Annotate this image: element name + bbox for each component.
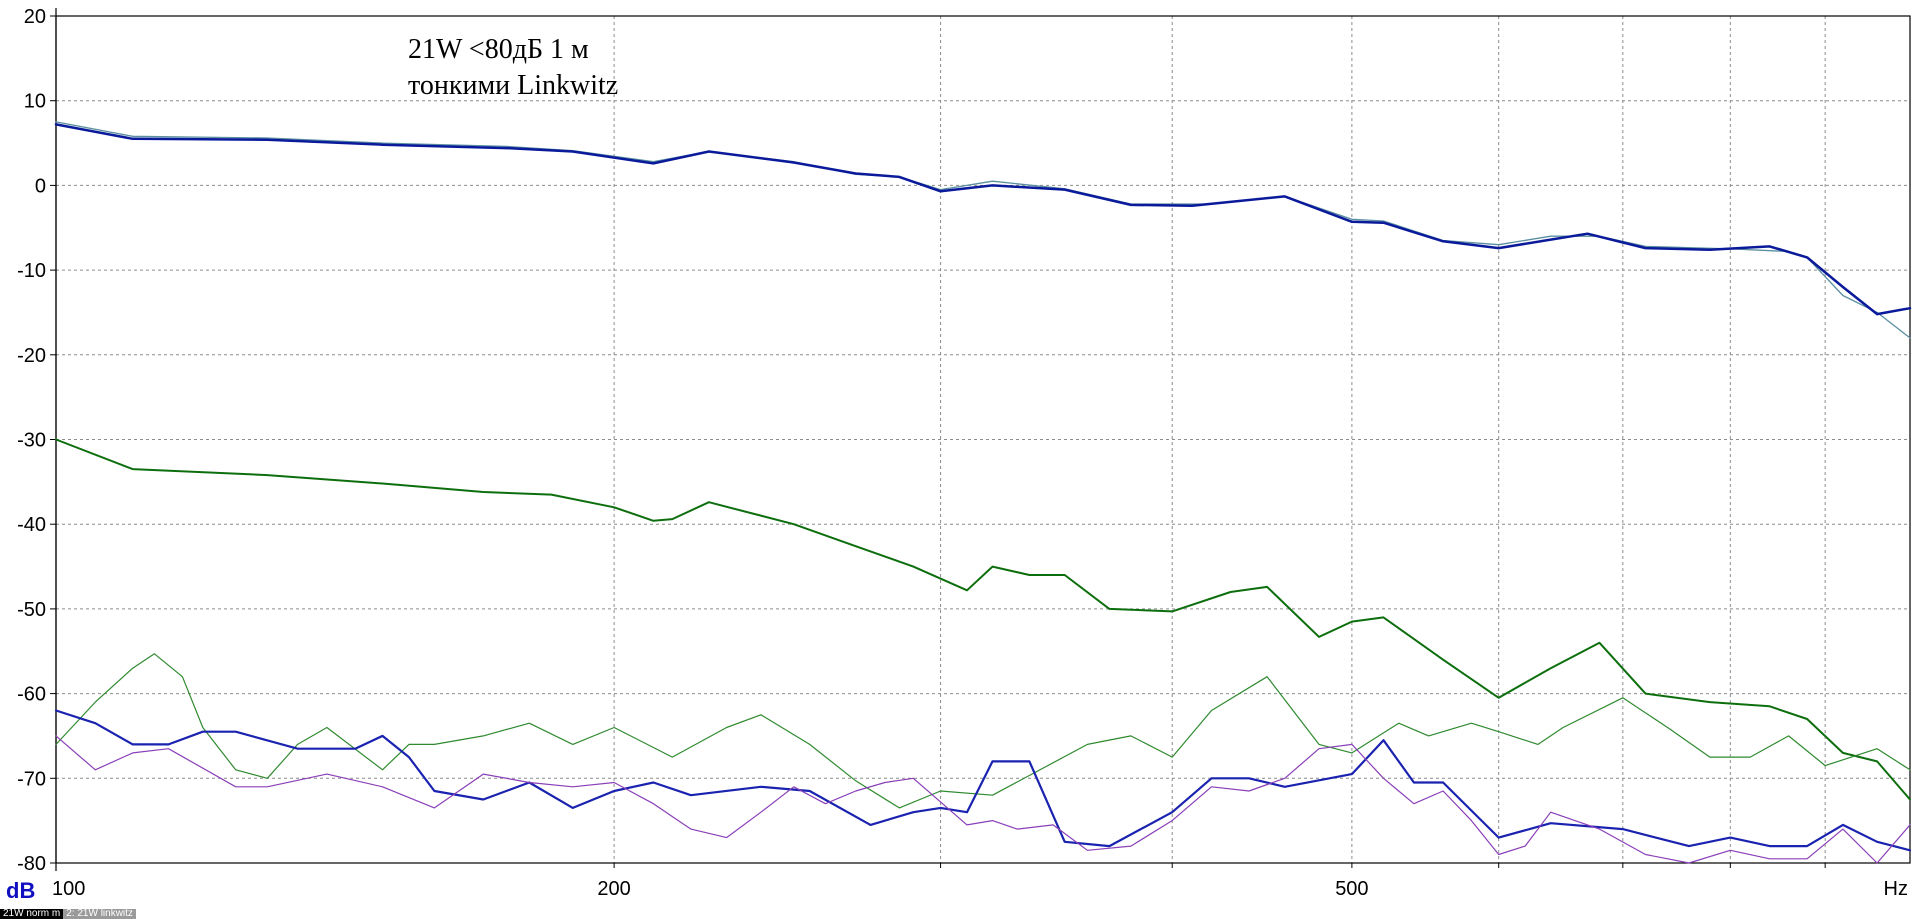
tab-trace-2[interactable]: 2: 21W linkwitz [63,909,136,919]
y-tick-label: 0 [35,175,46,197]
y-tick-label: -50 [17,599,46,621]
series-line-3 [55,438,1911,801]
series-line-1 [55,121,1911,339]
y-tick-label: -80 [17,853,46,875]
x-axis-unit: Hz [1884,878,1908,900]
series-line-5 [54,709,1912,852]
y-tick-label: -20 [17,345,46,367]
y-axis-unit: dB [6,878,35,903]
series-group [54,121,1912,864]
y-tick-label: 20 [24,6,46,28]
x-tick-label: 100 [52,878,85,900]
tab-trace-1[interactable]: 21W norm m [0,909,64,919]
series-line-4 [55,653,1911,809]
y-tick-label: -60 [17,684,46,706]
y-tick-label: -40 [17,514,46,536]
trace-tabs: 21W norm m 2: 21W linkwitz [0,909,136,919]
series-line-2 [54,123,1912,316]
x-tick-label: 200 [597,878,630,900]
annotation-line-2: тонкими Linkwitz [408,70,618,101]
y-tick-label: -30 [17,430,46,452]
annotation-line-1: 21W <80дБ 1 м [408,34,589,65]
x-tick-label: 500 [1335,878,1368,900]
y-tick-label: -10 [17,260,46,282]
x-tick-labels: 100 200 500 Hz [52,878,1908,900]
y-tick-label: -70 [17,768,46,790]
series-line-6 [55,735,1911,864]
y-tick-label: 10 [24,91,46,113]
y-tick-labels: 20 10 0 -10 -20 -30 -40 -50 -60 -70 -80 [17,6,46,875]
